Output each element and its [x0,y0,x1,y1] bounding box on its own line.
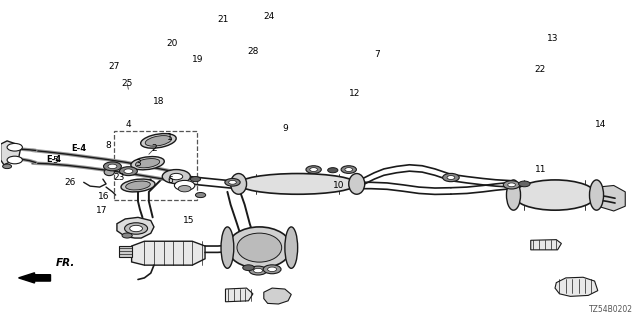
Text: 21: 21 [217,15,228,24]
Polygon shape [225,288,253,302]
Text: 26: 26 [64,178,76,187]
Circle shape [253,268,262,273]
Circle shape [122,233,132,238]
Circle shape [263,265,281,274]
Circle shape [341,166,356,173]
Polygon shape [264,288,291,304]
Text: 17: 17 [96,206,108,215]
Text: 22: 22 [534,65,546,74]
Circle shape [243,265,254,270]
FancyArrow shape [19,273,51,283]
Text: 24: 24 [263,12,275,21]
Circle shape [268,267,276,271]
Circle shape [178,186,191,192]
Polygon shape [531,240,561,250]
Polygon shape [1,141,21,165]
Text: 12: 12 [349,89,361,98]
Bar [115,131,197,200]
Text: 10: 10 [333,181,345,190]
Ellipse shape [125,181,150,190]
Circle shape [508,183,515,187]
Ellipse shape [141,133,176,148]
Ellipse shape [589,180,604,210]
Text: 11: 11 [534,165,546,174]
Circle shape [125,223,148,234]
Circle shape [249,266,267,275]
Text: 1: 1 [167,133,173,142]
Text: 19: 19 [191,55,203,64]
Text: 8: 8 [105,141,111,150]
Text: E-4: E-4 [46,155,61,164]
Text: 2: 2 [151,144,157,153]
Circle shape [518,181,530,187]
Circle shape [170,173,182,180]
Ellipse shape [136,159,159,168]
Circle shape [228,180,236,184]
Text: TZ54B0202: TZ54B0202 [589,305,633,314]
Text: 25: 25 [122,79,133,88]
Ellipse shape [104,169,115,176]
Ellipse shape [221,227,234,268]
Circle shape [124,169,133,173]
Text: 6: 6 [167,176,173,185]
Ellipse shape [227,227,291,268]
Circle shape [120,167,138,176]
Circle shape [328,168,338,173]
Polygon shape [119,246,132,257]
Polygon shape [555,277,598,296]
Text: 13: 13 [547,35,559,44]
Polygon shape [117,217,154,238]
Circle shape [130,225,143,232]
Text: 27: 27 [108,61,120,70]
Circle shape [447,176,455,180]
Text: 20: 20 [166,39,177,48]
Text: 3: 3 [135,159,141,168]
Ellipse shape [121,179,155,192]
Text: 28: 28 [247,47,259,56]
Circle shape [7,156,22,164]
Ellipse shape [349,173,365,194]
Text: 14: 14 [595,120,607,130]
Text: FR.: FR. [56,258,75,268]
Circle shape [104,162,122,171]
Circle shape [190,177,200,182]
Text: 16: 16 [99,192,110,201]
Circle shape [503,181,520,189]
Circle shape [163,170,190,184]
Ellipse shape [237,233,282,262]
Text: 15: 15 [183,216,195,225]
Circle shape [310,168,317,172]
Text: 23: 23 [113,173,125,182]
Ellipse shape [513,180,596,210]
Ellipse shape [230,173,246,194]
Text: 18: 18 [153,97,164,106]
Ellipse shape [506,180,520,210]
Text: 7: 7 [374,50,380,59]
Circle shape [108,164,117,169]
Circle shape [195,193,205,197]
Circle shape [225,179,240,186]
Text: E-4: E-4 [72,144,87,153]
Polygon shape [589,186,625,211]
Ellipse shape [285,227,298,268]
Circle shape [443,173,460,182]
Circle shape [345,168,353,172]
Circle shape [7,143,22,151]
Text: 4: 4 [125,120,131,130]
Ellipse shape [131,156,164,170]
Circle shape [3,164,12,169]
Polygon shape [132,241,205,265]
Circle shape [306,166,321,173]
Circle shape [174,180,195,191]
Ellipse shape [239,173,356,194]
Text: 9: 9 [282,124,288,132]
Ellipse shape [145,136,172,146]
Text: 5: 5 [52,156,58,164]
